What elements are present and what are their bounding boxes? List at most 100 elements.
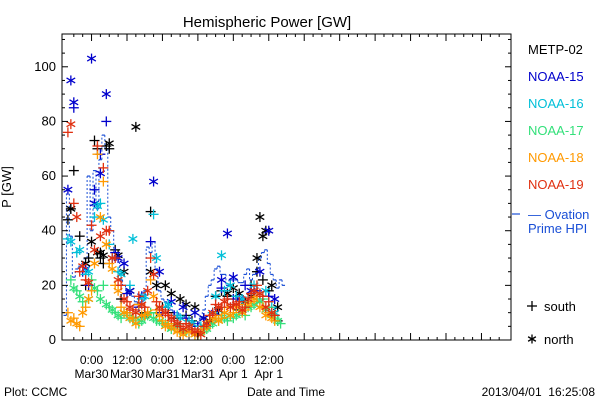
chart-title: Hemispheric Power [GW] — [183, 14, 351, 31]
north-point-arm — [137, 301, 147, 308]
north-point — [83, 294, 94, 305]
north-point-arm — [78, 309, 88, 316]
north-point-arm — [95, 295, 106, 303]
north-point — [252, 253, 262, 264]
north-point-arm — [196, 331, 206, 338]
legend-entry: NOAA-15 — [528, 69, 584, 84]
north-point — [207, 307, 218, 318]
north-point — [98, 250, 109, 261]
north-point-arm — [75, 246, 85, 253]
north-point-arm — [137, 317, 147, 324]
legend-south-label: south — [544, 299, 576, 314]
north-point-arm — [160, 282, 171, 289]
north-point-arm — [95, 213, 106, 221]
north-point-arm — [225, 304, 236, 311]
north-point — [151, 280, 162, 291]
south-point — [74, 231, 85, 242]
south-point — [98, 162, 109, 173]
north-point-arm — [261, 287, 271, 294]
north-point — [101, 225, 111, 236]
north-point-arm — [140, 293, 150, 300]
south-point — [62, 127, 73, 138]
north-point — [178, 302, 188, 313]
x-tick-label-time: 12:00 — [112, 353, 142, 367]
north-point-arm — [264, 227, 274, 234]
north-point-arm — [190, 309, 200, 316]
north-point-arm — [107, 306, 117, 314]
north-point-arm — [258, 233, 268, 240]
north-point — [148, 269, 159, 280]
north-point — [89, 258, 100, 269]
y-tick-label: 40 — [42, 223, 56, 238]
north-point-arm — [119, 260, 129, 267]
north-point-arm — [160, 309, 171, 316]
north-point-arm — [69, 285, 79, 292]
north-point — [137, 299, 147, 310]
north-point-arm — [104, 140, 114, 147]
north-point — [190, 307, 200, 318]
south-point — [240, 280, 251, 291]
north-point — [270, 294, 280, 305]
north-point-arm — [148, 178, 159, 185]
north-point-arm — [178, 331, 188, 338]
north-point — [151, 253, 162, 264]
x-axis: 0:00Mar3012:00Mar300:00Mar3112:00Mar310:… — [73, 34, 500, 381]
north-point — [66, 119, 76, 130]
north-point-arm — [101, 227, 111, 234]
north-point-arm — [95, 170, 106, 177]
south-point — [124, 280, 135, 291]
north-point-arm — [72, 320, 82, 327]
north-point-arm — [83, 295, 94, 303]
north-point-arm — [272, 304, 283, 311]
north-point-arm — [231, 301, 241, 308]
north-point-arm — [131, 320, 141, 327]
north-point-arm — [154, 268, 165, 275]
south-point — [98, 176, 109, 187]
north-point-arm — [166, 315, 176, 322]
x-tick-label-date: Apr 1 — [219, 367, 248, 381]
x-tick-label-time: 0:00 — [80, 353, 104, 367]
x-tick-label-date: Mar31 — [145, 367, 179, 381]
north-point-arm — [216, 276, 227, 283]
x-axis-label: Date and Time — [247, 385, 325, 399]
south-point — [68, 165, 79, 176]
north-point-arm — [166, 290, 176, 297]
north-point-arm — [216, 252, 227, 259]
south-point — [86, 220, 97, 231]
north-point — [154, 266, 165, 277]
north-point — [228, 272, 238, 283]
north-point-arm — [66, 77, 76, 84]
legend-entry: NOAA-17 — [528, 123, 584, 138]
north-point-arm — [178, 304, 188, 311]
north-point-arm — [86, 55, 97, 62]
north-point-arm — [219, 298, 230, 305]
north-point — [92, 201, 103, 212]
north-point-arm — [72, 213, 82, 221]
north-point-arm — [107, 254, 117, 262]
north-point — [267, 307, 277, 318]
north-point — [219, 296, 230, 307]
north-point-arm — [255, 290, 265, 297]
north-point — [128, 233, 138, 244]
y-axis-label: P [GW] — [0, 166, 14, 208]
north-point — [113, 274, 123, 285]
y-tick-label: 20 — [42, 277, 56, 292]
north-point — [75, 291, 85, 302]
north-point-arm — [178, 326, 188, 333]
north-point — [86, 236, 97, 247]
north-point — [119, 258, 129, 269]
north-point-arm — [143, 287, 153, 294]
legend-ovation-line1: — Ovation — [528, 207, 589, 222]
north-point-arm — [125, 287, 135, 294]
north-point-arm — [255, 213, 265, 221]
legend-ovation-line2: Prime HPI — [528, 221, 587, 236]
north-point — [69, 283, 79, 294]
north-point-arm — [190, 304, 200, 311]
south-point — [86, 285, 97, 296]
north-point — [131, 318, 141, 329]
north-point-arm — [175, 295, 185, 303]
north-point-arm — [228, 274, 238, 281]
north-point — [72, 212, 82, 223]
x-tick-label-time: 0:00 — [222, 353, 246, 367]
north-point-arm — [78, 263, 88, 270]
